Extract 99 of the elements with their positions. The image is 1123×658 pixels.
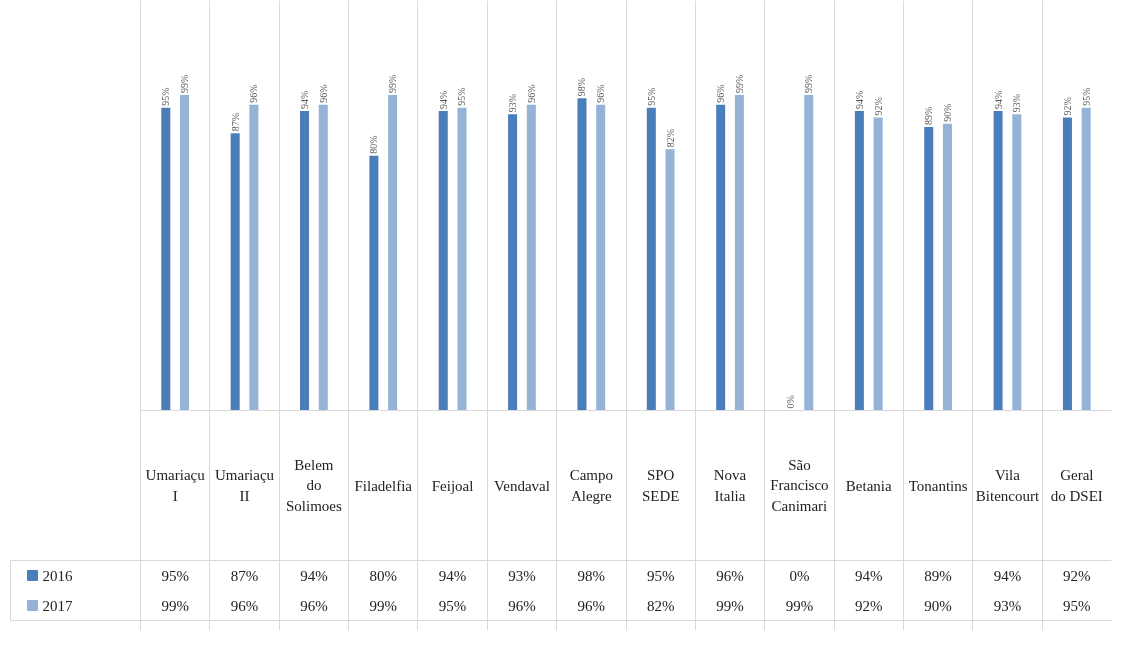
bar: [388, 95, 398, 411]
x-tick-label: Geral do DSEI: [1050, 467, 1103, 504]
bar: [873, 117, 883, 411]
x-tick-label: Vendaval: [494, 477, 550, 494]
data-label: 98%: [577, 567, 606, 584]
text: 87%: [229, 113, 241, 132]
x-tick-label: Tonantins: [908, 477, 968, 494]
text: 98%: [576, 77, 588, 97]
x-tick-label: Nova Italia: [713, 467, 747, 504]
bar: [854, 111, 864, 411]
text: 99%: [733, 74, 745, 94]
data-label: 94%: [438, 567, 467, 584]
bar: [993, 111, 1003, 411]
legend-label: 2016: [42, 567, 73, 584]
data-label: 96%: [577, 597, 606, 614]
x-tick-label: SPO SEDE: [641, 467, 680, 504]
x-tick-label: Filadelfia: [354, 477, 413, 494]
data-label: 93%: [508, 567, 536, 584]
data-label: 94%: [993, 567, 1022, 584]
x-tick-label: Belem do Solimoes: [285, 456, 342, 515]
bar: [508, 114, 518, 411]
text: 93%: [507, 93, 519, 113]
data-label: 95%: [1063, 597, 1091, 614]
data-label: 95%: [646, 567, 675, 584]
legend-label: 2017: [42, 597, 73, 614]
bar: [300, 111, 310, 411]
data-label: 94%: [855, 567, 883, 584]
text: 94%: [299, 90, 311, 110]
data-label: 80%: [369, 567, 397, 584]
text: 99%: [179, 74, 191, 94]
data-label: 92%: [855, 597, 883, 614]
bar: [924, 126, 934, 411]
data-label: 87%: [230, 567, 259, 584]
x-tick-label: Umariaçu II: [214, 467, 275, 504]
x-tick-label: Feijoal: [431, 477, 474, 494]
bar: [804, 95, 814, 411]
bar: [438, 111, 448, 411]
bar: [526, 104, 536, 411]
text: 92%: [872, 97, 884, 116]
data-label: 99%: [716, 597, 744, 614]
bar: [369, 155, 379, 411]
x-tick-label: Umariaçu I: [145, 467, 206, 504]
text: 89%: [923, 106, 935, 125]
data-label: 99%: [161, 597, 189, 614]
x-tick-label: Betania: [845, 477, 892, 494]
text: 99%: [387, 74, 399, 94]
text: 95%: [1080, 87, 1092, 106]
text: 96%: [715, 84, 727, 103]
data-label: 99%: [785, 597, 814, 614]
bar: [646, 107, 656, 411]
bar: [665, 149, 675, 411]
data-label: 89%: [924, 567, 952, 584]
data-label: 96%: [716, 567, 744, 584]
text: 96%: [595, 84, 607, 103]
data-label: 82%: [646, 597, 675, 614]
text: 96%: [525, 84, 537, 103]
text: 96%: [317, 84, 329, 103]
text: 95%: [160, 87, 172, 106]
bar: [318, 104, 328, 411]
text: 96%: [248, 84, 260, 103]
x-tick-label: Campo Alegre: [569, 467, 613, 504]
bar: [1062, 117, 1072, 411]
data-label: 95%: [161, 567, 189, 584]
text: 94%: [853, 90, 865, 110]
text: 80%: [368, 135, 380, 154]
text: 94%: [437, 90, 449, 110]
data-label: 96%: [508, 597, 536, 614]
data-label: 99%: [369, 597, 397, 614]
bar: [734, 95, 744, 411]
data-label: 93%: [993, 597, 1022, 614]
text: 93%: [1011, 93, 1023, 113]
data-label: 90%: [924, 597, 952, 614]
text: 92%: [1061, 97, 1073, 116]
bar: [161, 107, 171, 411]
text: 94%: [992, 90, 1004, 110]
bar: [457, 107, 467, 411]
data-label: 96%: [230, 597, 259, 614]
bar: [230, 133, 240, 411]
data-label: 95%: [438, 597, 467, 614]
bar: [942, 123, 952, 411]
text: 90%: [941, 103, 953, 122]
bar: [180, 95, 190, 411]
data-label: 0%: [789, 567, 810, 584]
text: 95%: [645, 87, 657, 106]
text: 82%: [664, 128, 676, 148]
text: 95%: [456, 87, 468, 106]
data-label: 96%: [300, 597, 328, 614]
data-label: 92%: [1063, 567, 1091, 584]
x-tick-label: Vila Bitencourt: [975, 467, 1040, 504]
bar: [1012, 114, 1022, 411]
bar: [249, 104, 259, 411]
text: 99%: [803, 74, 815, 94]
bar: [1081, 107, 1091, 411]
bar: [596, 104, 606, 411]
text: 0%: [784, 395, 796, 409]
bar: [716, 104, 726, 411]
bar: [577, 98, 587, 411]
x-tick-label: São Francisco Canimari: [770, 456, 829, 515]
data-label: 94%: [300, 567, 328, 584]
